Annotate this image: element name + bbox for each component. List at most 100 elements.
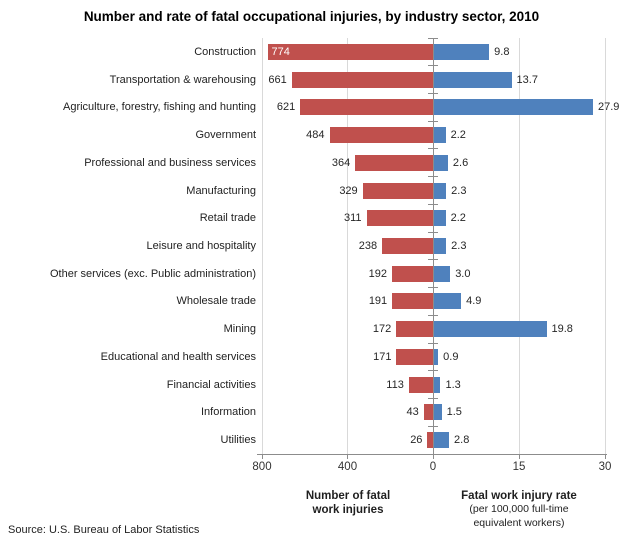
category-label: Leisure and hospitality	[146, 240, 256, 252]
rate-bar	[433, 376, 441, 393]
center-axis-tick	[428, 148, 438, 150]
center-axis-tick	[428, 342, 438, 344]
rate-bar	[433, 432, 450, 449]
x-axis-line	[257, 454, 607, 455]
rate-value-label: 1.5	[446, 406, 462, 419]
center-axis-tick	[428, 398, 438, 400]
count-value-label: 172	[372, 323, 392, 336]
rate-bar	[433, 238, 447, 254]
count-bar	[391, 265, 433, 282]
rate-bar	[433, 348, 439, 365]
rate-value-label: 19.8	[551, 323, 573, 336]
x-axis-tick	[261, 455, 263, 459]
rate-value-label: 2.2	[450, 129, 466, 142]
count-value-label: 311	[343, 212, 362, 225]
count-bar	[427, 432, 433, 449]
x-tick-label: 0	[429, 461, 437, 473]
count-value-label: 484	[306, 129, 325, 142]
center-axis	[432, 38, 434, 454]
center-axis-tick	[428, 65, 438, 67]
right-axis-caption-title: Fatal work injury rate	[461, 490, 577, 502]
rate-value-label: 2.3	[451, 240, 467, 252]
count-value-label: 43	[406, 406, 419, 419]
category-label: Information	[200, 406, 256, 419]
count-bar	[329, 127, 433, 144]
count-value-label: 191	[368, 295, 388, 308]
left-axis-caption: Number of fatal work injuries	[258, 489, 438, 517]
rate-bar	[433, 43, 490, 60]
center-axis-tick	[428, 231, 438, 233]
rate-bar	[433, 210, 446, 227]
count-value-label: 113	[386, 378, 404, 391]
gridline	[604, 38, 606, 454]
rate-value-label: 3.0	[455, 267, 471, 280]
count-value-label: 364	[331, 156, 351, 169]
chart-title: Number and rate of fatal occupational in…	[83, 9, 540, 24]
rate-value-label: 2.2	[450, 212, 466, 225]
count-bar	[392, 293, 433, 310]
rate-bar	[433, 404, 442, 421]
category-label: Transportation & warehousing	[109, 73, 256, 86]
rate-value-label: 13.7	[516, 73, 538, 86]
category-label: Educational and health services	[100, 350, 256, 363]
rate-bar	[433, 71, 512, 88]
rate-value-label: 27.9	[597, 101, 620, 114]
count-bar	[291, 71, 433, 88]
count-bar	[396, 348, 433, 365]
count-value-label: 192	[368, 267, 387, 280]
left-axis-caption-line2: work injuries	[312, 504, 384, 516]
center-axis-tick	[428, 176, 438, 178]
count-value-label: 774	[271, 45, 290, 58]
category-label: Other services (exc. Public administrati…	[49, 267, 256, 280]
count-value-label: 238	[358, 240, 378, 252]
category-label: Agriculture, forestry, fishing and hunti…	[62, 101, 256, 114]
left-axis-caption-line1: Number of fatal	[305, 490, 391, 502]
count-value-label: 171	[373, 350, 392, 363]
center-axis-tick	[428, 425, 438, 427]
count-value-label: 661	[268, 73, 287, 86]
rate-bar	[433, 154, 448, 171]
x-tick-label: 800	[252, 461, 272, 473]
count-value-label: 329	[339, 184, 358, 197]
count-bar	[267, 43, 433, 60]
rate-value-label: 1.3	[445, 378, 461, 391]
rate-bar	[433, 293, 462, 310]
count-value-label: 621	[276, 101, 296, 114]
count-bar	[382, 238, 433, 254]
center-axis-tick	[428, 92, 438, 94]
category-label: Financial activities	[166, 378, 256, 391]
category-label: Wholesale trade	[176, 295, 257, 308]
right-axis-caption: Fatal work injury rate (per 100,000 full…	[429, 489, 609, 530]
count-bar	[355, 154, 433, 171]
x-tick-label: 15	[512, 461, 526, 473]
category-label: Construction	[194, 45, 256, 58]
rate-value-label: 2.6	[452, 156, 469, 169]
category-label: Professional and business services	[84, 156, 256, 169]
rate-bar	[433, 182, 447, 199]
x-axis-tick	[432, 455, 434, 459]
x-axis-tick	[604, 455, 606, 459]
center-axis-tick	[428, 314, 438, 316]
rate-value-label: 9.8	[494, 45, 510, 58]
source-note: Source: U.S. Bureau of Labor Statistics	[8, 524, 200, 536]
count-bar	[300, 99, 433, 116]
gridline	[261, 38, 263, 454]
rate-bar	[433, 265, 451, 282]
center-axis-tick	[428, 120, 438, 122]
count-bar	[408, 376, 433, 393]
category-label: Mining	[223, 323, 256, 336]
rate-value-label: 4.9	[466, 295, 482, 308]
rate-bar	[433, 99, 593, 116]
count-bar	[366, 210, 433, 227]
category-label: Government	[195, 129, 256, 142]
right-axis-caption-sub1: (per 100,000 full-time	[469, 503, 569, 515]
x-axis-tick	[518, 455, 520, 459]
x-axis-tick	[347, 455, 348, 459]
center-axis-tick	[428, 259, 438, 261]
count-bar	[396, 321, 433, 338]
gridline	[518, 38, 520, 454]
rate-value-label: 0.9	[443, 350, 459, 363]
rate-value-label: 2.3	[451, 184, 467, 197]
